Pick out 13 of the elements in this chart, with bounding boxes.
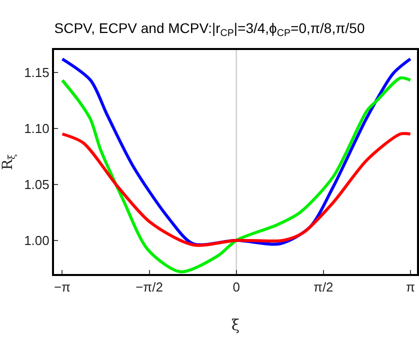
y-tick-label: 1.10 (24, 120, 50, 136)
y-tick-label: 1.00 (24, 232, 50, 248)
x-tick-label: 0 (232, 280, 240, 295)
x-axis-title: ξ (231, 316, 240, 334)
line-series (60, 76, 412, 274)
x-tick-label: π (406, 280, 415, 295)
x-tick-label: −π (54, 280, 71, 295)
y-tick-label: 1.05 (24, 176, 50, 192)
line-series (60, 132, 412, 247)
chart-title: SCPV, ECPV and MCPV:|r$_{CP}$|=3/4,ϕ$_{CP}$=0,π/8,π/50 (54, 20, 365, 39)
y-tick-label: 1.15 (24, 64, 50, 80)
x-tick-label: −π/2 (136, 280, 163, 295)
x-tick-label: π/2 (313, 280, 334, 295)
